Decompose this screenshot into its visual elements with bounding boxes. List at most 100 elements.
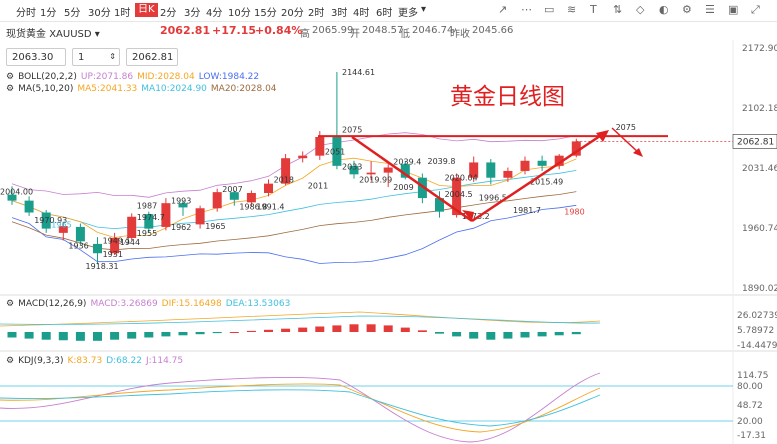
settings-icon[interactable]: ⚙ <box>6 84 15 94</box>
text-icon[interactable]: T <box>590 3 597 16</box>
candle-body <box>58 226 68 233</box>
ma5-value: MA5:2041.33 <box>77 84 138 94</box>
macd-bar <box>452 332 462 337</box>
rect-icon[interactable]: ▭ <box>544 3 555 16</box>
timeframe-15[interactable]: 6时 <box>376 8 393 19</box>
price-tick: 1960.74 <box>742 224 777 234</box>
macd-bar <box>537 332 547 337</box>
theme-icon[interactable]: ◐ <box>659 3 669 16</box>
settings-icon[interactable]: ⚙ <box>6 299 15 309</box>
candle-body <box>75 226 85 242</box>
macd-bar <box>110 332 120 340</box>
more-caret-icon[interactable]: ▾ <box>421 4 427 15</box>
settings-icon[interactable]: ⚙ <box>6 72 15 82</box>
ma10-value: MA10:2024.90 <box>141 84 207 94</box>
macd-bar <box>212 332 222 334</box>
timeframe-6[interactable]: 2分 <box>160 8 177 19</box>
screenshot-icon[interactable]: ▣ <box>728 3 739 16</box>
candle-body <box>349 165 359 175</box>
candle-body <box>520 160 530 171</box>
boll-low: LOW:1984.22 <box>198 72 260 82</box>
macd-tick: 5.78972 <box>737 326 774 336</box>
fib-icon[interactable]: ≋ <box>567 3 577 16</box>
up-arrow-line <box>471 130 607 223</box>
candle-body <box>110 237 120 254</box>
k-value: K:83.73 <box>67 356 103 366</box>
price-label: 1970.93 <box>34 216 67 225</box>
quote-name[interactable]: 现货黄金 XAUUSD ▾ <box>6 29 100 40</box>
candle-body <box>366 172 376 175</box>
dea-line <box>0 315 601 325</box>
candle-body <box>212 192 222 209</box>
candle-body <box>7 194 17 201</box>
high-value: 2065.99 <box>312 25 354 36</box>
timeframe-4[interactable]: 1时 <box>114 8 131 19</box>
timeframe-10[interactable]: 15分 <box>254 8 277 19</box>
compare-icon[interactable]: ⇅ <box>613 3 623 16</box>
sell-price-box[interactable]: 2063.30 <box>6 48 66 66</box>
timeframe-8[interactable]: 4分 <box>206 8 223 19</box>
timeframe-9[interactable]: 10分 <box>228 8 251 19</box>
macd-bar <box>75 332 85 341</box>
timeframe-12[interactable]: 2时 <box>308 8 325 19</box>
kdj-tick: 48.72 <box>737 401 763 411</box>
candle-body <box>503 170 513 178</box>
candle-body <box>41 212 51 229</box>
macd-bar <box>229 332 239 333</box>
buy-price-box[interactable]: 2062.81 <box>126 48 178 66</box>
price-label: 1991.4 <box>257 203 285 212</box>
macd-bar <box>315 326 325 332</box>
macd-bar <box>41 332 51 340</box>
timeframe-11[interactable]: 20分 <box>281 8 304 19</box>
price-label: 1996.5 <box>479 194 507 203</box>
timeframe-2[interactable]: 5分 <box>64 8 81 19</box>
timeframe-14[interactable]: 4时 <box>353 8 370 19</box>
macd-bar <box>246 330 256 332</box>
price-label: 2007 <box>222 185 242 194</box>
timeframe-toolbar: 分时 1分 5分 30分 1时 日K 2分 3分 4分 10分 15分 20分 2时 3时 4时 6时 更多 ▾ ↗… <box>0 0 777 22</box>
layout-icon[interactable]: ☰ <box>705 3 715 16</box>
kdj-tick: -17.31 <box>737 431 766 441</box>
price-label: 1965 <box>51 220 71 229</box>
price-label: 2019.99 <box>359 175 392 184</box>
price-label: 2009 <box>393 183 413 192</box>
price-tick: 2102.18 <box>742 104 777 114</box>
timeframe-16[interactable]: 更多 <box>398 8 418 19</box>
timeframe-13[interactable]: 3时 <box>331 8 348 19</box>
price-label: 1973.2 <box>462 212 490 221</box>
erase-icon[interactable]: ◇ <box>636 3 645 16</box>
stepper-icon[interactable]: ⇕ <box>109 52 116 61</box>
settings-icon[interactable]: ⚙ <box>682 3 692 16</box>
price-tick: 1890.02 <box>742 284 777 294</box>
macd-name: MACD(12,26,9) <box>18 299 87 309</box>
timeframe-5[interactable]: 日K <box>135 3 158 17</box>
boll-mid: MID:2028.04 <box>137 72 195 82</box>
trendline-icon[interactable]: ↗ <box>498 3 508 16</box>
candle-body <box>144 214 154 229</box>
timeframe-1[interactable]: 1分 <box>40 8 57 19</box>
timeframe-7[interactable]: 3分 <box>184 8 201 19</box>
candle-body <box>229 192 239 200</box>
candle-body <box>537 160 547 166</box>
d-value: D:68.22 <box>106 356 142 366</box>
dots-icon[interactable]: ⋯ <box>521 3 532 16</box>
kline-chart[interactable]: 2172.90 2102.18 2031.46 1960.74 1890.02 2004.… <box>0 40 777 444</box>
settings-icon[interactable]: ⚙ <box>6 356 15 366</box>
timeframe-0[interactable]: 分时 <box>16 8 36 19</box>
macd-tick: -14.44795 <box>737 341 777 351</box>
price-label: 2020.04 <box>445 174 478 183</box>
candle-body <box>298 155 308 159</box>
price-label: 1918.31 <box>86 262 119 271</box>
chart-title: 黄金日线图 <box>450 84 565 110</box>
candle-body <box>195 208 205 225</box>
current-price-tag: 2062.81 <box>737 137 774 147</box>
fullscreen-icon[interactable]: ⤢ <box>751 3 760 16</box>
timeframe-3[interactable]: 30分 <box>88 8 111 19</box>
ma20-line <box>11 191 577 251</box>
candle-body <box>161 203 171 227</box>
price-label: 1965 <box>205 222 225 231</box>
quantity-input[interactable]: 1 ⇕ <box>72 48 120 66</box>
macd-bar <box>571 332 581 335</box>
price-label: 2018 <box>274 175 294 184</box>
kdj-tick: 20.00 <box>737 417 763 427</box>
